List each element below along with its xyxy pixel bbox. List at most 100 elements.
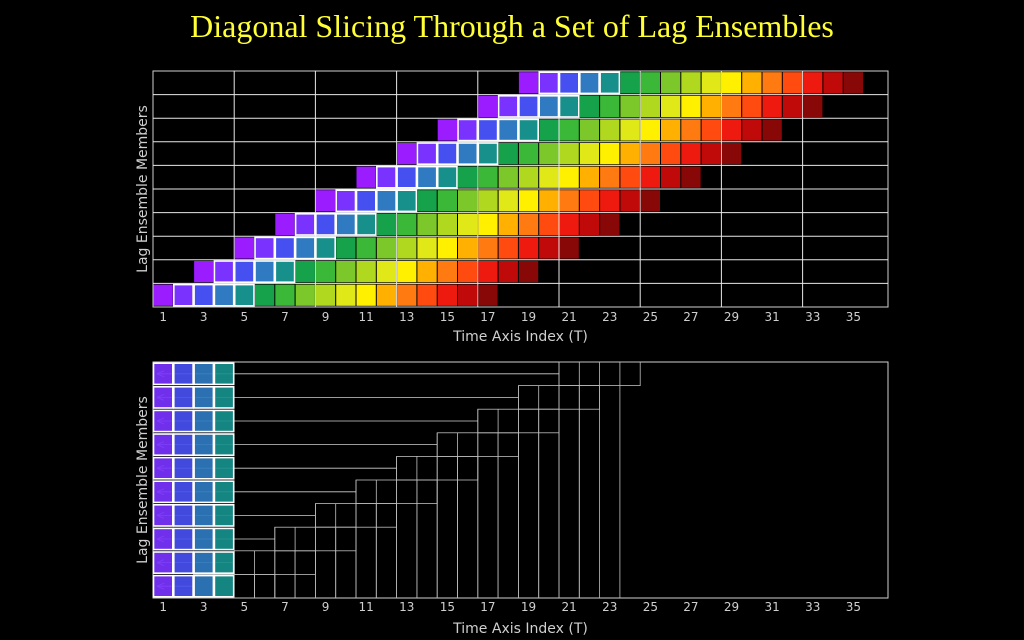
member-5-aligned-cell bbox=[193, 480, 215, 504]
member-2-cell bbox=[194, 261, 214, 283]
member-9-cell bbox=[478, 95, 498, 117]
member-1-cell bbox=[458, 284, 478, 306]
member-7-aligned-cell bbox=[152, 433, 174, 457]
member-9-aligned-cell bbox=[213, 385, 235, 409]
member-3-cell bbox=[458, 237, 478, 259]
member-5-aligned-cell bbox=[152, 480, 174, 504]
x-tick-label: 25 bbox=[643, 600, 658, 614]
bottom-frame bbox=[152, 361, 889, 599]
member-6-cell bbox=[498, 166, 518, 188]
member-3-cell bbox=[376, 237, 397, 259]
member-5-cell bbox=[539, 190, 559, 212]
member-10-cell bbox=[823, 72, 843, 94]
member-10-cell bbox=[558, 71, 580, 95]
member-5-cell bbox=[498, 190, 518, 212]
member-6-cell bbox=[620, 166, 640, 188]
member-6-cell bbox=[458, 166, 478, 188]
x-tick-label: 19 bbox=[521, 310, 536, 324]
member-9-cell bbox=[497, 95, 519, 118]
member-3-cell bbox=[315, 236, 336, 260]
member-2-cell bbox=[376, 261, 397, 283]
member-9-cell bbox=[701, 95, 721, 117]
member-1-cell bbox=[417, 284, 437, 306]
x-tick-label: 23 bbox=[602, 600, 617, 614]
member-5-cell bbox=[315, 190, 336, 212]
member-9-cell bbox=[742, 95, 762, 117]
member-1-aligned-cell bbox=[193, 574, 215, 598]
x-tick-label: 17 bbox=[480, 310, 495, 324]
member-3-cell bbox=[397, 237, 417, 259]
y-axis-label: Lag Ensemble Members bbox=[135, 105, 151, 273]
member-1-cell bbox=[193, 283, 215, 307]
member-9-aligned-cell bbox=[193, 385, 215, 409]
member-7-cell bbox=[457, 142, 479, 166]
member-4-cell bbox=[559, 213, 579, 235]
x-axis-label: Time Axis Index (T) bbox=[452, 329, 588, 345]
member-10-cell bbox=[782, 72, 803, 94]
member-7-cell bbox=[661, 143, 681, 165]
member-2-cell bbox=[518, 261, 539, 283]
member-1-aligned-cell bbox=[213, 574, 235, 598]
member-8-cell bbox=[742, 119, 762, 141]
member-9-cell bbox=[762, 95, 782, 117]
x-tick-label: 11 bbox=[359, 600, 374, 614]
member-5-cell bbox=[478, 190, 498, 212]
x-tick-label: 31 bbox=[765, 600, 780, 614]
member-6-aligned-cell bbox=[152, 456, 174, 480]
member-10-cell bbox=[742, 72, 762, 94]
member-9-cell bbox=[620, 95, 640, 117]
member-4-aligned-cell bbox=[213, 503, 235, 527]
member-8-cell bbox=[681, 119, 701, 141]
member-6-aligned-cell bbox=[193, 456, 215, 480]
member-9-aligned-cell bbox=[173, 385, 194, 409]
x-tick-label: 27 bbox=[683, 310, 698, 324]
member-2-cell bbox=[295, 261, 315, 283]
member-4-cell bbox=[518, 213, 539, 235]
member-8-cell bbox=[721, 119, 742, 141]
member-6-cell bbox=[416, 165, 438, 189]
x-tick-label: 31 bbox=[765, 310, 780, 324]
x-tick-label: 33 bbox=[805, 600, 820, 614]
member-2-aligned-cell bbox=[173, 551, 194, 575]
member-4-cell bbox=[294, 213, 316, 236]
member-8-cell bbox=[437, 119, 457, 141]
member-9-cell bbox=[721, 95, 742, 117]
x-tick-label: 3 bbox=[200, 310, 208, 324]
member-4-aligned-cell bbox=[173, 503, 194, 527]
member-7-cell bbox=[579, 143, 600, 165]
x-tick-label: 13 bbox=[399, 310, 414, 324]
x-tick-label: 21 bbox=[562, 600, 577, 614]
member-5-cell bbox=[518, 190, 539, 212]
member-5-cell bbox=[600, 190, 620, 212]
member-6-cell bbox=[539, 166, 559, 188]
member-2-cell bbox=[254, 260, 276, 284]
member-4-cell bbox=[458, 213, 478, 235]
page-title: Diagonal Slicing Through a Set of Lag En… bbox=[190, 8, 834, 44]
member-2-cell bbox=[356, 261, 376, 283]
member-3-cell bbox=[234, 237, 254, 259]
member-7-aligned-cell bbox=[193, 433, 215, 457]
x-tick-label: 17 bbox=[480, 600, 495, 614]
member-9-cell bbox=[661, 95, 681, 117]
member-5-cell bbox=[396, 189, 418, 213]
member-4-cell bbox=[275, 213, 295, 235]
member-10-aligned-cell bbox=[152, 362, 174, 386]
member-3-aligned-cell bbox=[213, 527, 235, 551]
x-tick-label: 11 bbox=[359, 310, 374, 324]
member-7-cell bbox=[640, 143, 660, 165]
member-7-cell bbox=[539, 143, 559, 165]
member-1-cell bbox=[153, 284, 173, 306]
member-6-cell bbox=[518, 166, 539, 188]
member-4-aligned-cell bbox=[152, 503, 174, 527]
member-1-cell bbox=[437, 284, 457, 306]
member-7-cell bbox=[436, 142, 458, 166]
member-9-cell bbox=[518, 95, 540, 118]
member-1-cell bbox=[356, 284, 376, 306]
member-3-cell bbox=[417, 237, 437, 259]
member-8-cell bbox=[457, 118, 479, 142]
member-5-cell bbox=[458, 190, 478, 212]
member-9-cell bbox=[640, 95, 660, 117]
member-8-cell bbox=[640, 119, 660, 141]
member-3-cell bbox=[559, 237, 579, 259]
member-7-cell bbox=[721, 143, 742, 165]
